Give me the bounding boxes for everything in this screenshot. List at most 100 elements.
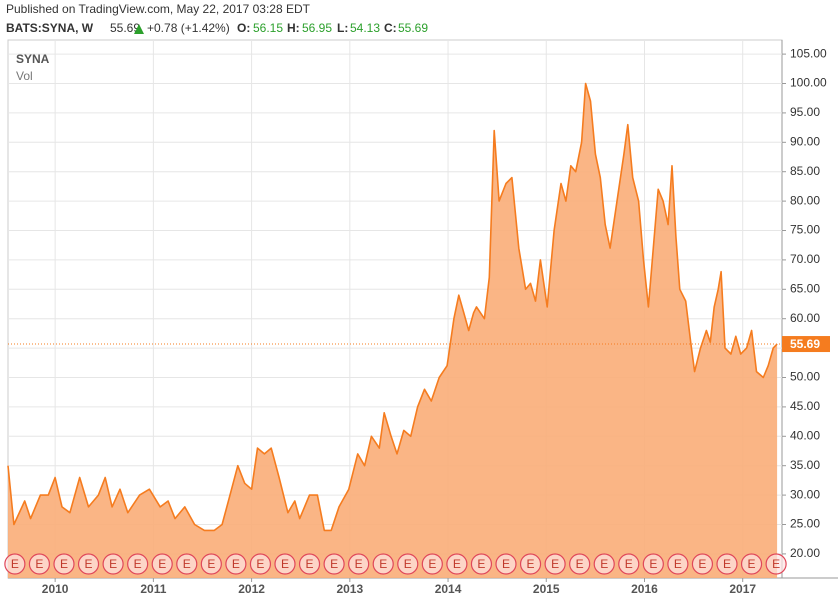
earnings-label: E (723, 557, 731, 571)
earnings-marker (4, 553, 26, 575)
volume-label: Vol (16, 69, 33, 83)
high-label: H: (287, 21, 300, 35)
last-price-label: 55.69 (790, 337, 820, 351)
earnings-marker (618, 553, 640, 575)
area-fill (8, 83, 778, 578)
earnings-label: E (183, 557, 191, 571)
y-tick-label: 35.00 (790, 458, 820, 472)
earnings-label: E (306, 557, 314, 571)
earnings-label: E (551, 557, 559, 571)
earnings-label: E (748, 557, 756, 571)
x-tick-label: 2010 (42, 582, 69, 596)
y-tick-label: 20.00 (790, 546, 820, 560)
earnings-label: E (355, 557, 363, 571)
x-tick-label: 2012 (238, 582, 265, 596)
earnings-marker (642, 553, 664, 575)
up-arrow (134, 24, 144, 34)
y-tick-label: 30.00 (790, 487, 820, 501)
earnings-marker (667, 553, 689, 575)
earnings-label: E (600, 557, 608, 571)
earnings-label: E (527, 557, 535, 571)
x-tick-label: 2011 (140, 582, 166, 596)
earnings-marker (740, 553, 763, 575)
earnings-marker (691, 553, 714, 575)
earnings-label: E (35, 557, 43, 571)
y-tick-label: 90.00 (790, 134, 820, 148)
chart-title: SYNA (16, 52, 50, 66)
earnings-marker (569, 553, 591, 575)
close-label: C: (384, 21, 397, 35)
y-tick-label: 50.00 (790, 370, 820, 384)
earnings-label: E (379, 557, 387, 571)
price-line (7, 82, 778, 532)
earnings-marker (249, 553, 272, 575)
x-tick-label: 2016 (631, 582, 658, 596)
earnings-label: E (109, 557, 117, 571)
y-tick-label: 60.00 (790, 311, 820, 325)
earnings-marker (127, 553, 149, 575)
earnings-label: E (330, 557, 338, 571)
earnings-label: E (625, 557, 633, 571)
earnings-label: E (256, 557, 264, 571)
x-tick-label: 2014 (435, 582, 462, 596)
earnings-marker (102, 553, 124, 575)
earnings-marker (716, 553, 738, 575)
header: Published on TradingView.com, May 22, 20… (6, 2, 428, 35)
change: +0.78 (+1.42%) (147, 21, 230, 35)
earnings-marker (765, 553, 787, 575)
earnings-marker (28, 553, 51, 575)
earnings-marker (372, 553, 394, 575)
y-tick-label: 65.00 (790, 281, 820, 295)
earnings-marker (323, 553, 345, 575)
y-tick-label: 75.00 (790, 223, 820, 237)
x-tick-label: 2017 (729, 582, 756, 596)
x-tick-label: 2013 (336, 582, 363, 596)
earnings-marker (593, 553, 615, 575)
y-tick-label: 105.00 (790, 46, 827, 60)
earnings-label: E (453, 557, 461, 571)
high-value: 56.95 (302, 21, 332, 35)
earnings-label: E (60, 557, 68, 571)
earnings-label: E (134, 557, 142, 571)
earnings-label: E (85, 557, 93, 571)
earnings-marker (544, 553, 566, 575)
earnings-label: E (502, 557, 510, 571)
earnings-label: E (576, 557, 584, 571)
last-price: 55.69 (110, 21, 140, 35)
earnings-label: E (649, 557, 657, 571)
low-label: L: (337, 21, 348, 35)
earnings-marker (274, 553, 296, 575)
earnings-marker (77, 553, 100, 575)
earnings-marker (421, 553, 443, 575)
earnings-marker (53, 553, 75, 575)
earnings-marker (348, 553, 370, 575)
earnings-marker (225, 553, 247, 575)
earnings-label: E (674, 557, 682, 571)
earnings-marker (495, 553, 517, 575)
earnings-label: E (477, 557, 485, 571)
earnings-label: E (772, 557, 780, 571)
earnings-label: E (207, 557, 215, 571)
published-note: Published on TradingView.com, May 22, 20… (6, 2, 311, 16)
earnings-label: E (158, 557, 166, 571)
y-tick-label: 40.00 (790, 428, 820, 442)
earnings-marker (298, 553, 321, 575)
earnings-marker (446, 553, 468, 575)
earnings-label: E (11, 557, 19, 571)
earnings-label: E (404, 557, 412, 571)
earnings-marker (519, 553, 542, 575)
y-tick-label: 100.00 (790, 76, 827, 90)
last-price-tag (782, 336, 830, 353)
y-tick-label: 95.00 (790, 105, 820, 119)
earnings-label: E (698, 557, 706, 571)
y-tick-label: 45.00 (790, 399, 820, 413)
earnings-label: E (232, 557, 240, 571)
open-value: 56.15 (253, 21, 283, 35)
earnings-marker (200, 553, 222, 575)
earnings-marker (151, 553, 173, 575)
low-value: 54.13 (350, 21, 380, 35)
y-tick-label: 70.00 (790, 252, 820, 266)
earnings-marker (176, 553, 198, 575)
earnings-marker (397, 553, 419, 575)
